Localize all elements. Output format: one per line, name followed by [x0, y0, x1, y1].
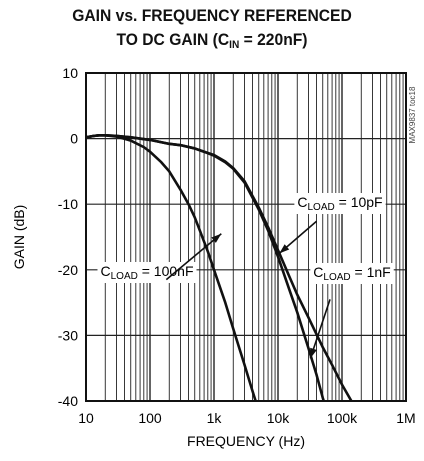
plot-frame — [85, 72, 407, 402]
curves — [86, 134, 353, 401]
grid — [85, 72, 406, 402]
title-prefix: TO DC GAIN (C — [116, 30, 230, 49]
chart-title-line2: TO DC GAIN (CIN = 220nF) — [17, 30, 407, 51]
series-label-2: CLOAD = 10pF — [294, 193, 386, 214]
annotation-arrow-line — [165, 233, 222, 281]
annotation-arrow-line — [309, 299, 331, 359]
y-tick-label: -30 — [58, 327, 78, 343]
series-label-text: CLOAD = 1nF — [313, 264, 390, 283]
label-background — [310, 263, 394, 284]
y-tick-label: 10 — [62, 65, 78, 81]
series-label-text: CLOAD = 100nF — [100, 263, 193, 282]
x-tick-label: 1M — [396, 410, 415, 426]
x-tick-label: 10 — [78, 410, 94, 426]
label-background — [97, 262, 197, 283]
y-tick-label: -10 — [58, 196, 78, 212]
title-subscript: IN — [229, 39, 240, 51]
x-tick-label: 100k — [327, 410, 358, 426]
annotation-arrowhead — [211, 233, 222, 243]
x-tick-label: 10k — [267, 410, 291, 426]
y-tick-label: 0 — [70, 131, 78, 147]
x-tick-label: 1k — [207, 410, 223, 426]
chart-title-line1: GAIN vs. FREQUENCY REFERENCED — [72, 6, 352, 25]
x-tick-label: 100 — [138, 410, 162, 426]
watermark-code: MAX9837 toc18 — [408, 86, 417, 143]
y-tick-label: -20 — [58, 262, 78, 278]
annotation-arrowhead — [279, 244, 290, 254]
series-label-1: CLOAD = 100nF — [97, 262, 197, 283]
annotations: CLOAD = 100nF CLOAD = 10pF CLOAD = 1nF — [97, 193, 394, 359]
x-axis-label: FREQUENCY (Hz) — [187, 433, 305, 449]
series-label-text: CLOAD = 10pF — [297, 194, 382, 213]
y-tick-label: -40 — [58, 393, 78, 409]
series-label-3: CLOAD = 1nF — [310, 263, 394, 284]
title-suffix: = 220nF) — [239, 30, 308, 49]
y-axis-label: GAIN (dB) — [11, 205, 27, 270]
series-line-3 — [86, 134, 326, 401]
label-background — [294, 193, 386, 214]
annotation-arrowhead — [310, 347, 317, 359]
